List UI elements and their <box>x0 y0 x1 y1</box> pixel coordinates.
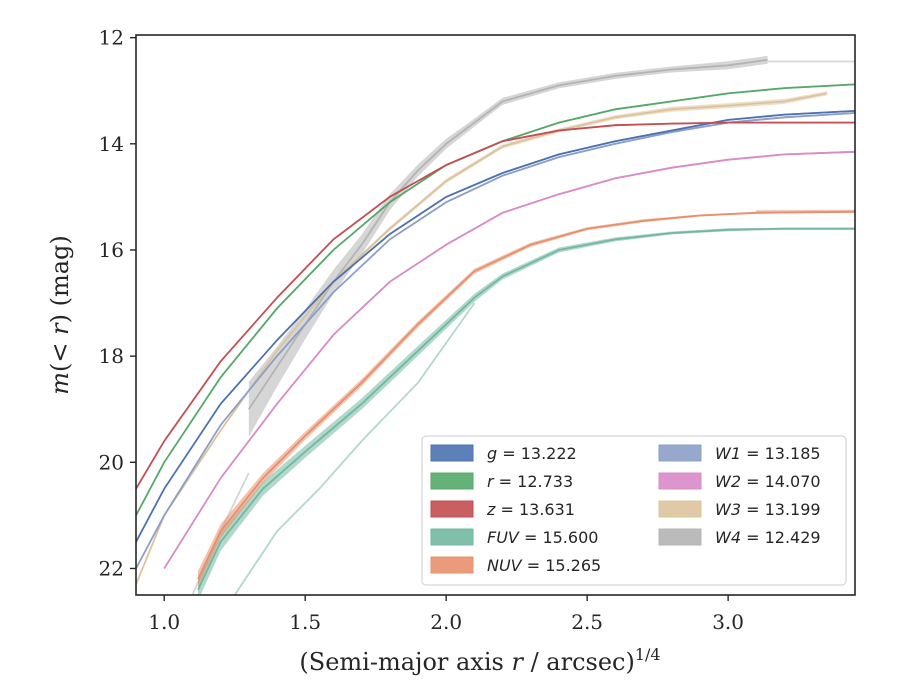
legend-box <box>421 435 847 586</box>
y-tick-label: 20 <box>99 450 124 474</box>
legend-swatch-NUV <box>430 556 474 574</box>
faint-curve-2 <box>233 302 476 595</box>
x-axis-label-var: r <box>511 648 524 676</box>
y-tick-label: 18 <box>99 344 124 368</box>
series-line-z <box>136 121 855 490</box>
x-tick-label: 2.0 <box>430 610 462 634</box>
legend-label-W2: W2 = 14.070 <box>715 472 821 491</box>
series-line-W4 <box>248 59 768 410</box>
legend-swatch-g <box>430 444 474 462</box>
x-tick-label: 1.0 <box>148 610 180 634</box>
legend-label-W3: W3 = 13.199 <box>715 500 821 519</box>
series-band-W4 <box>248 55 768 437</box>
x-tick-label: 1.5 <box>289 610 321 634</box>
series-line-W1 <box>136 112 855 569</box>
series-line-W2 <box>163 150 855 569</box>
x-axis-label: (Semi-major axis r / arcsec)1/4 <box>299 645 660 676</box>
x-axis-label-prefix: (Semi-major axis <box>299 648 511 676</box>
legend-label-FUV: FUV = 15.600 <box>487 528 598 547</box>
legend-label-r: r = 12.733 <box>487 472 573 491</box>
legend-items: g = 13.222 r = 12.733 z = 13.631 FUV = 15.6… <box>430 444 821 575</box>
y-tick-label: 16 <box>99 238 124 262</box>
legend-label-NUV: NUV = 15.265 <box>487 556 601 575</box>
plot-frame <box>135 34 856 596</box>
y-tick-label: 22 <box>99 556 124 580</box>
series-line-FUV <box>197 227 855 591</box>
x-tick-label: 3.0 <box>712 610 744 634</box>
legend: g = 13.222 r = 12.733 z = 13.631 FUV = 15.6… <box>421 435 847 586</box>
legend-swatch-W1 <box>658 444 702 462</box>
legend-swatch-z <box>430 500 474 518</box>
legend-swatch-W3 <box>658 500 702 518</box>
faint-curve-4 <box>756 209 855 213</box>
series-line-NUV <box>197 210 855 580</box>
x-axis-label-suffix: / arcsec) <box>523 648 635 676</box>
legend-swatch-r <box>430 472 474 490</box>
legend-swatch-FUV <box>430 528 474 546</box>
y-axis-label: m(< r) (mag) <box>46 235 74 395</box>
legend-swatch-W4 <box>658 528 702 546</box>
series-line-g <box>136 110 855 543</box>
legend-label-W4: W4 = 12.429 <box>715 528 821 547</box>
x-tick-label: 2.5 <box>571 610 603 634</box>
x-axis-label-exponent: 1/4 <box>635 645 661 664</box>
curves-layer <box>136 55 855 595</box>
y-axis: 12 14 16 18 20 22 <box>99 26 136 580</box>
y-tick-label: 12 <box>99 26 124 50</box>
legend-label-W1: W1 = 13.185 <box>715 444 821 463</box>
legend-label-g: g = 13.222 <box>487 444 577 463</box>
legend-swatch-W2 <box>658 472 702 490</box>
y-tick-label: 14 <box>99 132 124 156</box>
legend-label-z: z = 13.631 <box>486 500 575 519</box>
x-axis: 1.0 1.5 2.0 2.5 3.0 <box>148 595 744 634</box>
series-line-W3 <box>136 92 827 585</box>
